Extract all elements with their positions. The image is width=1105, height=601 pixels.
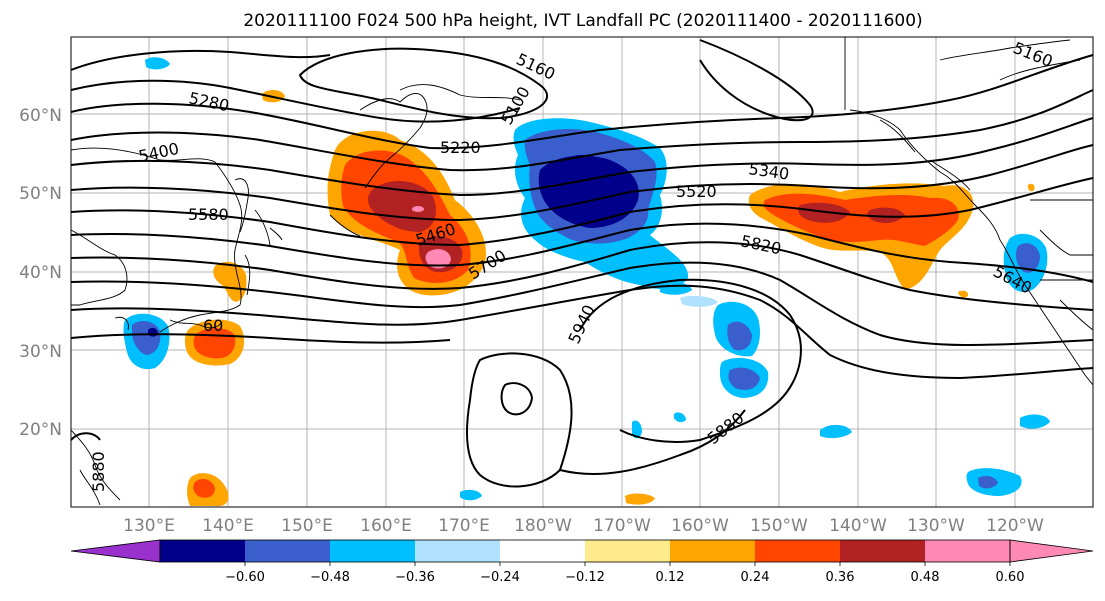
colorbar-extend-high <box>1009 539 1094 563</box>
colorbar-tick-label: −0.60 <box>225 570 265 585</box>
lat-tick-label: 60°N <box>19 106 62 126</box>
lat-tick-label: 20°N <box>19 420 62 440</box>
height-contours <box>70 39 1094 488</box>
lon-tick-label: 170°W <box>593 516 651 536</box>
figure-title: 2020111100 F024 500 hPa height, IVT Land… <box>243 11 922 31</box>
colorbar-extend-low <box>70 539 161 563</box>
contour-label: 5220 <box>440 138 481 157</box>
lon-tick-label: 120°W <box>986 516 1044 536</box>
colorbar-segment <box>330 540 415 562</box>
ivt-negative-shading <box>123 57 1050 501</box>
map-gridlines <box>71 37 1093 507</box>
contour-label: 5580 <box>188 205 229 224</box>
lon-tick-label: 150°W <box>750 516 808 536</box>
colorbar-tick-label: 0.60 <box>996 570 1025 585</box>
colorbar-tick-label: 0.12 <box>656 570 685 585</box>
lat-tick-label: 50°N <box>19 184 62 204</box>
colorbar-segment <box>755 540 840 562</box>
lat-tick-label: 30°N <box>19 342 62 362</box>
colorbar-segment <box>245 540 330 562</box>
colorbar-tick-label: 0.24 <box>741 570 770 585</box>
map-frame <box>70 36 1094 508</box>
contour-labels: 5160 5160 5100 5220 5280 5340 5400 5460 … <box>89 38 1055 492</box>
lon-tick-label: 150°E <box>281 516 333 536</box>
colorbar-segment <box>925 540 1010 562</box>
lon-tick-label: 140°W <box>829 516 887 536</box>
colorbar-tick-label: −0.24 <box>480 570 520 585</box>
latitude-tick-labels: 20°N 30°N 40°N 50°N 60°N <box>19 106 62 440</box>
colorbar-segment <box>415 540 500 562</box>
colorbar-tick-label: −0.12 <box>565 570 605 585</box>
colorbar-tick-label: 0.36 <box>826 570 855 585</box>
lon-tick-label: 180°W <box>514 516 572 536</box>
lon-tick-label: 160°E <box>360 516 412 536</box>
colorbar-segment <box>670 540 755 562</box>
colorbar: −0.60 −0.48 −0.36 −0.24 −0.12 0.12 0.24 0.36 0.4… <box>70 539 1094 585</box>
lon-tick-label: 170°E <box>438 516 490 536</box>
colorbar-tick-label: 0.48 <box>911 570 940 585</box>
longitude-tick-labels: 130°E 140°E 150°E 160°E 170°E 180°W 170°W 160°W… <box>123 516 1044 536</box>
lon-tick-label: 140°E <box>202 516 254 536</box>
colorbar-segment <box>500 540 585 562</box>
contour-label: 5520 <box>676 182 717 201</box>
ivt-positive-shading <box>184 90 1035 506</box>
colorbar-tick-label: −0.48 <box>310 570 350 585</box>
contour-label: 60 <box>203 316 223 335</box>
lon-tick-label: 160°W <box>671 516 729 536</box>
lat-tick-label: 40°N <box>19 263 62 283</box>
colorbar-segment <box>840 540 925 562</box>
lon-tick-label: 130°W <box>907 516 965 536</box>
colorbar-tick-label: −0.36 <box>395 570 435 585</box>
colorbar-segment <box>585 540 670 562</box>
lon-tick-label: 130°E <box>123 516 175 536</box>
map-panel: 5160 5160 5100 5220 5280 5340 5400 5460 … <box>70 36 1094 508</box>
colorbar-segment <box>160 540 245 562</box>
contour-label: 5880 <box>89 451 108 492</box>
